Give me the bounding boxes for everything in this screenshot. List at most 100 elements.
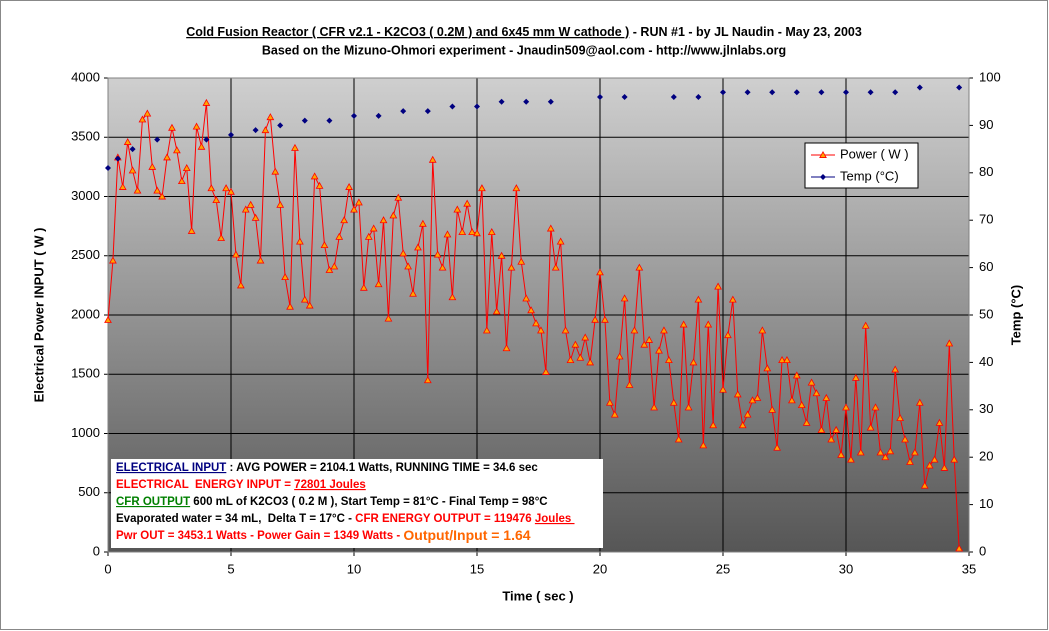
temp-marker xyxy=(621,93,628,100)
power-marker xyxy=(655,346,663,354)
temp-marker xyxy=(670,93,677,100)
x-tick-label: 20 xyxy=(593,561,607,576)
temp-marker xyxy=(769,89,776,96)
power-marker xyxy=(709,421,718,429)
power-marker xyxy=(286,302,294,310)
power-marker xyxy=(871,403,880,411)
temp-marker xyxy=(301,117,308,124)
power-marker xyxy=(104,315,112,323)
power-marker xyxy=(930,455,939,463)
power-marker xyxy=(212,196,221,204)
power-marker xyxy=(920,481,929,489)
temp-marker xyxy=(228,131,234,138)
power-marker xyxy=(399,249,408,257)
power-marker xyxy=(728,295,737,303)
power-marker xyxy=(527,306,535,314)
power-marker xyxy=(168,123,176,131)
annotation-segment: CFR OUTPUT xyxy=(116,496,190,508)
power-marker xyxy=(807,378,816,386)
power-marker xyxy=(586,358,595,366)
power-marker xyxy=(812,389,821,397)
annotation-line: ELECTRICAL INPUT : AVG POWER = 2104.1 Wa… xyxy=(116,462,538,474)
power-marker xyxy=(605,398,614,406)
power-marker xyxy=(305,301,314,309)
annotation-segment: : AVG POWER = 2104.1 Watts, RUNNING TIME… xyxy=(226,462,538,474)
power-marker xyxy=(438,263,447,271)
power-marker xyxy=(369,224,378,232)
power-marker xyxy=(182,164,191,172)
temp-marker xyxy=(695,93,702,100)
power-marker xyxy=(222,184,230,192)
power-marker xyxy=(837,450,845,458)
y-tick-label: 500 xyxy=(78,484,100,499)
power-marker xyxy=(251,213,260,221)
power-marker xyxy=(409,289,417,297)
power-marker xyxy=(463,199,472,207)
power-marker xyxy=(246,200,255,208)
y2-axis-label: Temp (°C) xyxy=(1008,285,1023,346)
power-marker xyxy=(610,410,619,418)
power-marker xyxy=(635,263,644,271)
power-marker xyxy=(797,401,806,409)
power-marker xyxy=(679,320,688,328)
annotation-line: ELECTRICAL ENERGY INPUT = 72801 Joules xyxy=(116,479,366,491)
power-marker xyxy=(345,182,353,190)
power-marker xyxy=(724,331,732,339)
temp-marker xyxy=(449,103,456,110)
power-marker xyxy=(714,282,722,290)
power-marker xyxy=(271,167,280,175)
power-marker xyxy=(118,182,127,190)
y-tick-label: 2500 xyxy=(71,247,100,262)
power-marker xyxy=(355,198,363,206)
y2-tick-label: 40 xyxy=(979,354,993,369)
power-marker xyxy=(911,448,919,456)
power-marker xyxy=(842,403,850,411)
power-marker xyxy=(310,172,319,180)
annotation-segment: Pwr OUT = 3453.1 Watts - Power Gain = 13… xyxy=(116,530,403,542)
chart-title: Cold Fusion Reactor ( CFR v2.1 - K2CO3 (… xyxy=(186,25,862,39)
power-marker xyxy=(817,425,826,433)
annotation-line: CFR OUTPUT 600 mL of K2CO3 ( 0.2 M ), St… xyxy=(116,496,548,508)
y2-tick-label: 70 xyxy=(979,212,993,227)
temp-marker xyxy=(867,89,874,96)
power-marker xyxy=(320,241,329,249)
power-marker xyxy=(458,228,467,236)
power-marker xyxy=(300,295,309,303)
power-marker xyxy=(335,232,344,240)
y2-tick-label: 60 xyxy=(979,259,993,274)
power-marker xyxy=(433,250,442,258)
power-marker xyxy=(788,396,796,404)
legend-box xyxy=(804,142,919,189)
power-marker xyxy=(187,226,196,234)
power-marker xyxy=(856,448,865,456)
temp-marker xyxy=(793,89,800,96)
power-marker xyxy=(443,230,452,238)
y-tick-label: 2000 xyxy=(71,306,100,321)
power-marker xyxy=(753,393,762,401)
power-marker xyxy=(236,281,245,289)
annotation-segment: Output/Input = 1.64 xyxy=(403,527,530,543)
power-marker xyxy=(768,405,777,413)
power-marker xyxy=(822,393,831,401)
power-marker xyxy=(419,219,427,227)
power-marker xyxy=(487,228,496,236)
power-marker xyxy=(202,98,211,106)
power-marker xyxy=(778,356,786,363)
y-tick-label: 3000 xyxy=(71,188,100,203)
power-marker xyxy=(414,243,422,251)
power-marker xyxy=(955,544,964,552)
temp-marker xyxy=(326,117,333,124)
power-marker xyxy=(291,143,299,151)
power-marker xyxy=(881,453,890,461)
annotation-segment: ELECTRICAL INPUT xyxy=(116,462,226,474)
temp-marker xyxy=(424,108,431,115)
power-marker xyxy=(571,340,580,348)
legend-marker xyxy=(819,150,827,158)
power-marker xyxy=(148,162,157,170)
power-marker xyxy=(340,216,349,224)
x-tick-label: 10 xyxy=(347,561,361,576)
temp-marker xyxy=(277,122,284,129)
annotation-segment: Joules xyxy=(535,513,575,525)
power-marker xyxy=(537,326,545,334)
y-axis-label: Electrical Power INPUT ( W ) xyxy=(31,228,46,403)
